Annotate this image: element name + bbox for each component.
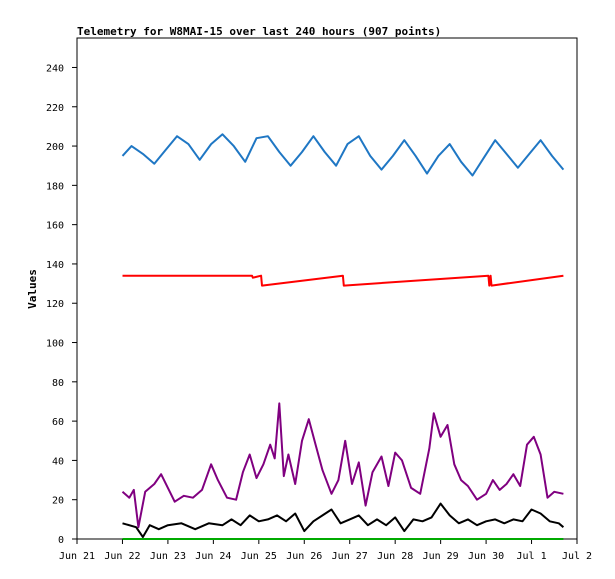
series-line-4 (122, 502, 565, 538)
y-tick-label: 140 (46, 260, 64, 271)
y-tick-label: 0 (58, 535, 64, 546)
x-tick-label: Jun 26 (286, 551, 322, 562)
x-tick-label: Jun 27 (332, 551, 368, 562)
series-line-3 (121, 402, 564, 529)
y-tick-label: 160 (46, 221, 64, 232)
x-tick-label: Jun 21 (59, 551, 95, 562)
y-axis: 0 20 40 60 80 100 120 140 160 180 200 220 240 (46, 63, 77, 546)
y-tick-label: 40 (52, 456, 64, 467)
y-tick-label: 60 (52, 417, 64, 428)
x-tick-label: Jul 2 (562, 551, 592, 562)
x-tick-label: Jul 1 (516, 551, 546, 562)
x-tick-label: Jun 30 (468, 551, 504, 562)
x-tick-label: Jun 24 (195, 551, 231, 562)
y-tick-label: 180 (46, 181, 64, 192)
y-tick-label: 20 (52, 496, 64, 507)
x-tick-label: Jun 29 (423, 551, 459, 562)
x-tick-label: Jun 25 (241, 551, 277, 562)
series-line-2 (122, 274, 564, 287)
chart-title: Telemetry for W8MAI-15 over last 240 hou… (77, 25, 441, 38)
x-axis: Jun 21 Jun 22 Jun 23 Jun 24 Jun 25 Jun 26 Jun … (59, 539, 592, 562)
y-tick-label: 100 (46, 339, 64, 350)
x-tick-label: Jun 22 (104, 551, 140, 562)
x-tick-label: Jun 28 (377, 551, 413, 562)
series-layer (121, 133, 565, 540)
y-tick-label: 80 (52, 378, 64, 389)
plot-area (76, 37, 578, 540)
y-tick-label: 220 (46, 103, 64, 114)
y-tick-label: 240 (46, 63, 64, 74)
y-tick-label: 200 (46, 142, 64, 153)
y-axis-label: Values (26, 269, 39, 309)
series-line-1 (121, 133, 565, 177)
x-tick-label: Jun 23 (150, 551, 186, 562)
y-tick-label: 120 (46, 299, 64, 310)
